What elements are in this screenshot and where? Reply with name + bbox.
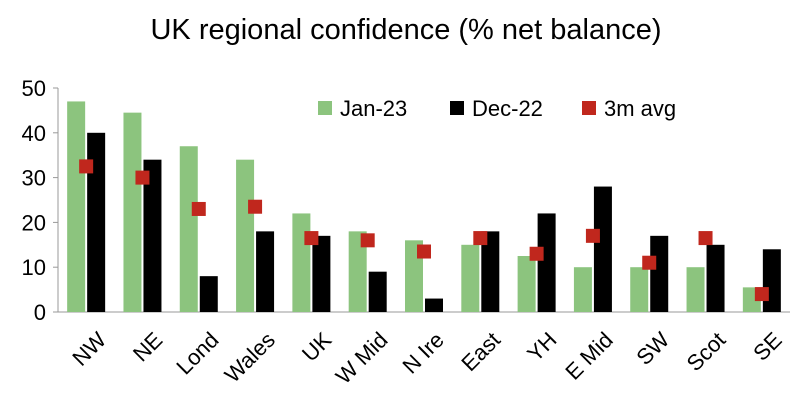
legend-label-3m-avg: 3m avg <box>604 96 676 121</box>
marker-3m-avg-yh <box>529 246 544 261</box>
legend-swatch-3m-avg <box>582 101 596 115</box>
x-tick-label-e-mid: E Mid <box>560 327 617 384</box>
x-tick-label-wales: Wales <box>220 327 280 387</box>
bar-jan-23-uk <box>292 213 311 312</box>
y-tick-label-10: 10 <box>22 255 46 280</box>
y-tick-label-40: 40 <box>22 121 46 146</box>
marker-3m-avg-scot <box>698 231 713 246</box>
chart-legend: Jan-23 Dec-22 3m avg <box>318 96 676 121</box>
x-tick-label-ne: NE <box>128 327 167 366</box>
bar-jan-23-scot <box>686 267 705 312</box>
x-tick-label-scot: Scot <box>682 327 731 376</box>
bar-dec-22-se <box>762 249 781 312</box>
bar-jan-23-ne <box>123 112 142 312</box>
x-tick-label-n-ire: N Ire <box>397 327 448 378</box>
x-tick-label-east: East <box>456 327 505 376</box>
bar-jan-23-w-mid <box>348 231 367 312</box>
y-tick-label-50: 50 <box>22 76 46 101</box>
marker-3m-avg-sw <box>642 255 657 270</box>
marker-3m-avg-se <box>754 287 769 302</box>
x-tick-label-sw: SW <box>631 327 674 370</box>
chart-title: UK regional confidence (% net balance) <box>150 14 662 46</box>
x-tick-label-nw: NW <box>67 327 111 371</box>
bar-dec-22-wales <box>256 231 275 312</box>
bar-dec-22-yh <box>537 213 556 312</box>
legend-swatch-jan-23 <box>318 101 332 115</box>
bar-jan-23-sw <box>630 267 649 312</box>
marker-3m-avg-east <box>473 231 488 246</box>
bar-jan-23-e-mid <box>573 267 592 312</box>
bar-dec-22-scot <box>706 244 725 312</box>
marker-3m-avg-lond <box>191 201 206 216</box>
bar-dec-22-uk <box>312 235 331 312</box>
legend-label-dec-22: Dec-22 <box>472 96 543 121</box>
marker-3m-avg-n-ire <box>417 244 431 259</box>
chart-bars <box>67 101 781 312</box>
bar-jan-23-wales <box>236 159 255 312</box>
x-tick-label-lond: Lond <box>171 327 223 379</box>
x-tick-label-uk: UK <box>297 327 337 367</box>
bar-dec-22-east <box>481 231 500 312</box>
bar-dec-22-nw <box>87 132 106 312</box>
bar-jan-23-nw <box>67 101 86 312</box>
marker-3m-avg-ne <box>135 170 150 185</box>
bar-dec-22-sw <box>650 235 669 312</box>
marker-3m-avg-e-mid <box>585 228 600 243</box>
y-tick-label-30: 30 <box>22 166 46 191</box>
x-tick-label-se: SE <box>748 327 786 365</box>
x-tick-label-yh: YH <box>522 327 561 366</box>
bar-dec-22-w-mid <box>368 271 387 312</box>
bar-dec-22-e-mid <box>593 186 612 312</box>
x-tick-label-w-mid: W Mid <box>331 327 393 389</box>
legend-label-jan-23: Jan-23 <box>340 96 407 121</box>
marker-3m-avg-w-mid <box>360 233 375 248</box>
bar-dec-22-ne <box>143 159 162 312</box>
bar-jan-23-yh <box>517 256 536 312</box>
y-tick-label-20: 20 <box>22 210 46 235</box>
y-tick-label-0: 0 <box>34 300 46 325</box>
bar-jan-23-east <box>461 244 480 312</box>
bar-dec-22-n-ire <box>425 298 443 312</box>
marker-3m-avg-uk <box>304 231 319 246</box>
marker-3m-avg-nw <box>79 159 94 174</box>
chart-markers <box>79 159 769 302</box>
legend-swatch-dec-22 <box>450 101 464 115</box>
bar-dec-22-lond <box>199 276 218 312</box>
marker-3m-avg-wales <box>248 199 263 214</box>
bar-jan-23-lond <box>179 146 198 312</box>
